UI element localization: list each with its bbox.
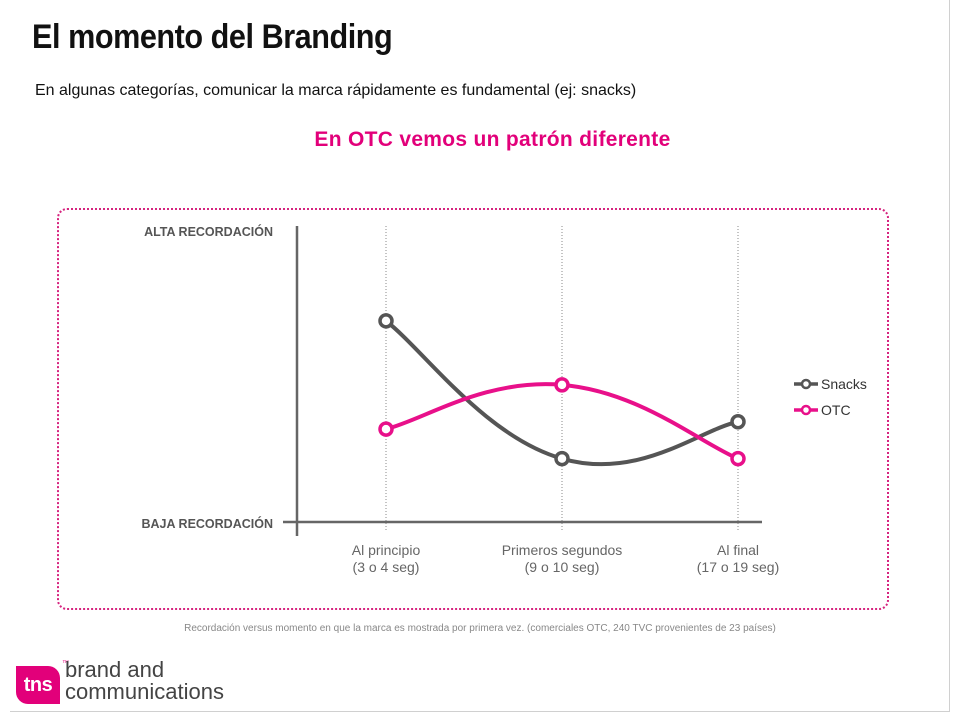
snacks-point bbox=[554, 450, 570, 467]
x-tick-label: Primeros segundos (9 o 10 seg) bbox=[502, 542, 623, 575]
snacks-point bbox=[378, 313, 394, 329]
y-axis-top-label: ALTA RECORDACIÓN bbox=[144, 224, 273, 239]
series-otc bbox=[378, 377, 746, 467]
y-axis-bottom-label: BAJA RECORDACIÓN bbox=[142, 516, 274, 531]
x-tick-label-line: Al final bbox=[717, 542, 759, 558]
x-tick-label-line: (3 o 4 seg) bbox=[353, 559, 420, 575]
page-title: El momento del Branding bbox=[32, 18, 393, 56]
trademark-mark: ™ bbox=[62, 660, 69, 667]
series bbox=[378, 313, 746, 467]
legend-item-snacks: Snacks bbox=[794, 376, 867, 392]
snacks-point bbox=[730, 413, 746, 430]
footnote: Recordación versus momento en que la mar… bbox=[184, 623, 776, 634]
otc-point bbox=[730, 450, 746, 467]
slide-frame bbox=[10, 0, 950, 712]
legend-label-snacks: Snacks bbox=[821, 376, 867, 392]
legend-marker-snacks bbox=[800, 378, 812, 390]
x-tick-labels: Al principio (3 o 4 seg) Primeros segundos… bbox=[352, 542, 779, 575]
series-snacks bbox=[378, 313, 746, 467]
legend-item-otc: OTC bbox=[794, 402, 851, 418]
x-tick-label: Al final (17 o 19 seg) bbox=[697, 542, 780, 575]
tns-logo-badge: tns bbox=[16, 666, 60, 704]
axes: ALTA RECORDACIÓN BAJA RECORDACIÓN bbox=[142, 224, 762, 536]
logo-line-2: communications bbox=[65, 679, 224, 704]
logo-line-1: brand and bbox=[65, 657, 165, 682]
x-tick-label-line: (9 o 10 seg) bbox=[525, 559, 600, 575]
x-tick-label: Al principio (3 o 4 seg) bbox=[352, 542, 421, 575]
x-tick-label-line: (17 o 19 seg) bbox=[697, 559, 780, 575]
chart-frame bbox=[57, 208, 889, 610]
otc-point bbox=[554, 377, 570, 393]
legend: Snacks OTC bbox=[794, 376, 867, 418]
otc-point bbox=[378, 421, 394, 437]
x-tick-label-line: Al principio bbox=[352, 542, 421, 558]
page-subtitle: En algunas categorías, comunicar la marc… bbox=[35, 82, 637, 99]
logo-text: brand and communications bbox=[65, 659, 224, 703]
legend-marker-otc bbox=[800, 404, 812, 416]
chart-headline: En OTC vemos un patrón diferente bbox=[314, 128, 671, 151]
legend-label-otc: OTC bbox=[821, 402, 851, 418]
x-tick-label-line: Primeros segundos bbox=[502, 542, 623, 558]
